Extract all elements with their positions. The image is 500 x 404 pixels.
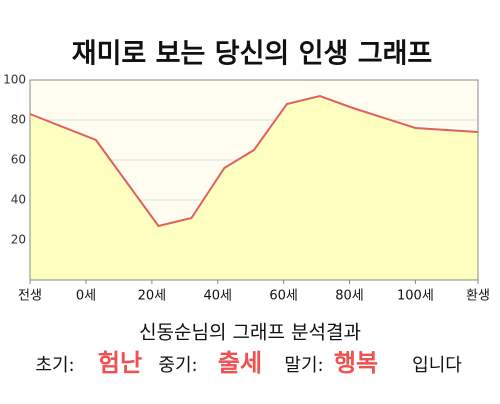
x-tick-label: 60세 (269, 289, 298, 304)
result-label: 중기: (158, 355, 197, 376)
result-value: 출세 (218, 349, 262, 377)
result-suffix: 입니다 (412, 355, 462, 376)
x-tick-label: 40세 (204, 289, 233, 304)
x-tick-label: 80세 (335, 289, 364, 304)
result-label: 말기: (284, 355, 323, 376)
x-tick-label: 20세 (138, 289, 167, 304)
result-heading: 신동순님의 그래프 분석결과 (139, 322, 361, 344)
result-value: 험난 (98, 349, 142, 377)
area (30, 96, 478, 280)
x-tick-label: 0세 (76, 289, 96, 304)
x-tick-label: 전생 (18, 289, 42, 304)
result-label: 초기: (35, 355, 74, 376)
y-tick-label: 20 (11, 233, 26, 247)
y-tick-label: 60 (11, 153, 26, 167)
y-tick-label: 40 (11, 193, 26, 207)
result-value: 행복 (334, 349, 378, 377)
line (29, 94, 479, 228)
y-tick-label: 80 (11, 113, 26, 127)
plot-border (29, 79, 479, 281)
x-tick-label: 환생 (466, 289, 490, 304)
x-tick-label: 100세 (397, 289, 434, 304)
chart-title: 재미로 보는 당신의 인생 그래프 (72, 39, 433, 70)
y-tick-label: 100 (3, 73, 26, 87)
